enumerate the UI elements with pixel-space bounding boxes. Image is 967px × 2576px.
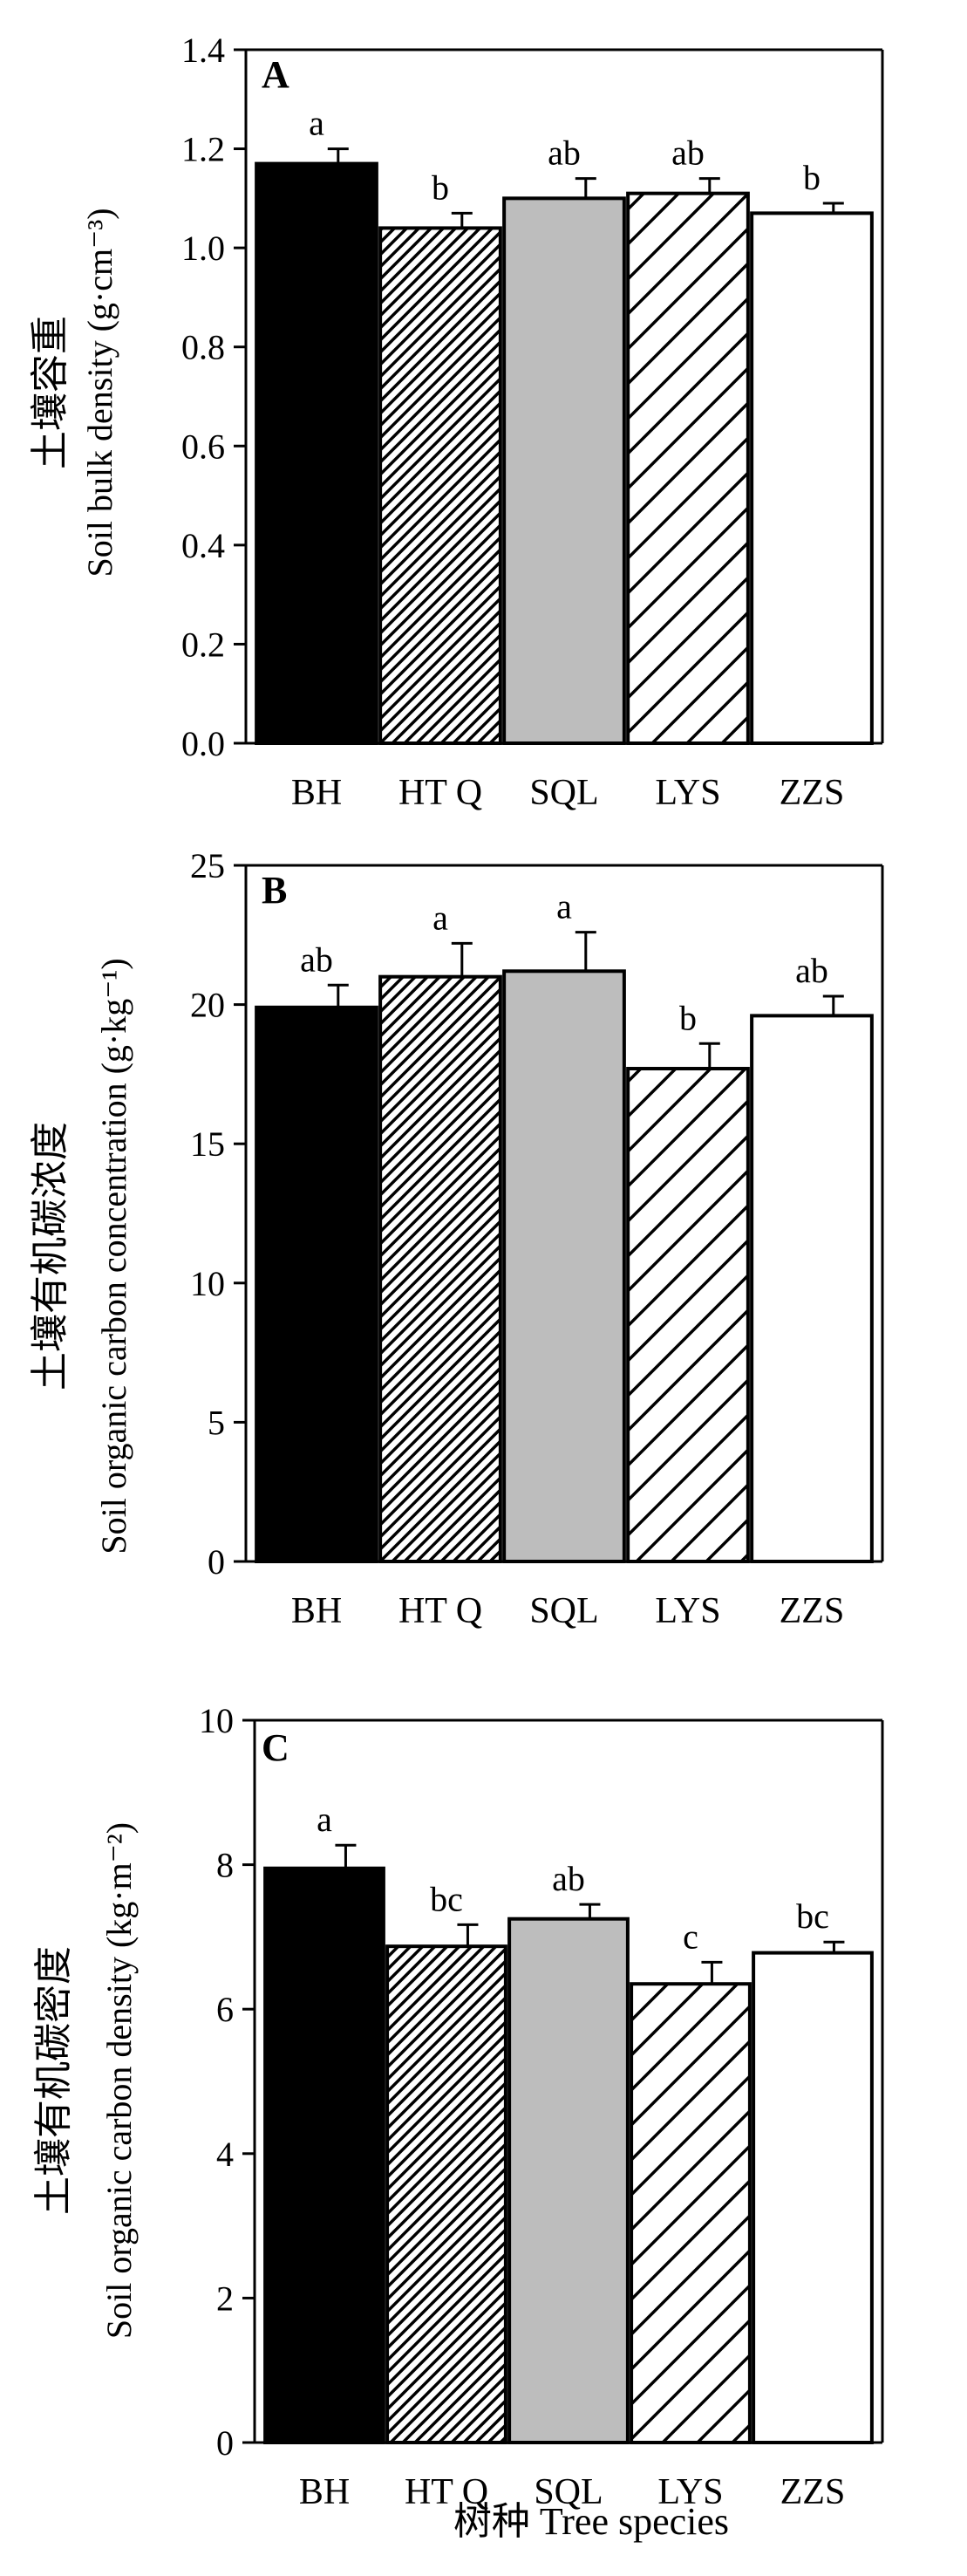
panel-a-ytick-label: 1.0	[181, 229, 225, 268]
panel-b-sig-htq: a	[432, 898, 448, 937]
panel-c-sig-zzs: bc	[796, 1896, 829, 1936]
panel-c-sig-lys: c	[683, 1917, 698, 1956]
panel-a-xlabel-zzs: ZZS	[780, 773, 845, 813]
panel-b-sig-sql: a	[556, 887, 572, 926]
panel-b-ytick-label: 5	[208, 1403, 225, 1442]
panel-c-ytick-label: 6	[216, 1990, 234, 2029]
panel-c-bar-zzs	[752, 1951, 874, 2444]
panel-c-bar-htq	[385, 1944, 507, 2445]
panel-a: 0.0 0.2 0.4 0.6 0.8 1.0 1.2 1.4 BH HT Q SQL LYS ZZS…	[29, 31, 884, 813]
panel-a-bar-bh	[255, 161, 378, 746]
panel-c-yticks: 0 2 4 6 8 10	[199, 1701, 255, 2463]
panel-a-xlabel-htq: HT Q	[398, 773, 482, 813]
panel-c-bars	[263, 1866, 874, 2445]
panel-c-ytick-label: 0	[216, 2423, 234, 2463]
panel-b-xlabel-sql: SQL	[529, 1591, 598, 1631]
panel-c-ytick-label: 10	[199, 1701, 234, 1740]
panel-a-ytick-label: 0.0	[181, 724, 225, 763]
panel-c-xlabels: BH HT Q SQL LYS ZZS	[299, 2472, 846, 2512]
panel-b-xlabel-bh: BH	[291, 1591, 342, 1631]
panel-b-bar-bh	[255, 1005, 378, 1563]
panel-a-xlabel-sql: SQL	[529, 773, 598, 813]
panel-b-ytick-label: 25	[190, 846, 225, 885]
panel-a-bar-zzs	[750, 211, 874, 745]
panel-b-yticks: 0 5 10 15 20 25	[190, 846, 246, 1582]
panel-a-xlabel-lys: LYS	[655, 773, 720, 813]
panel-b-sig-bh: ab	[300, 940, 333, 979]
panel-c-xlabel-lys: LYS	[657, 2472, 723, 2512]
panel-a-frame	[244, 48, 884, 745]
panel-a-bars	[255, 161, 874, 746]
panel-b-sig-lys: b	[679, 998, 697, 1037]
panel-a-sig-htq: b	[432, 167, 449, 207]
panel-b-bar-htq	[378, 974, 502, 1564]
panel-c-ylabel-en: Soil organic carbon density (kg·m⁻²)	[99, 1822, 139, 2339]
panel-c-xlabel-bh: BH	[299, 2472, 350, 2512]
panel-c-ytick-label: 8	[216, 1846, 234, 1885]
panel-a-ytick-label: 0.4	[181, 526, 225, 565]
panel-c-errorbars	[335, 1843, 845, 1985]
panel-b-xlabel-lys: LYS	[655, 1591, 720, 1631]
panel-a-ytick-label: 1.2	[181, 130, 225, 169]
panel-b-ytick-label: 20	[190, 986, 225, 1025]
panel-b-xlabel-zzs: ZZS	[780, 1591, 845, 1631]
panel-b-ytick-label: 10	[190, 1264, 225, 1303]
panel-c-xlabel-htq: HT Q	[405, 2472, 488, 2512]
panel-c-sig-bh: a	[317, 1800, 332, 1839]
panel-a-ylabel-cn: 土壤容重	[29, 316, 72, 469]
panel-b-ytick-label: 0	[208, 1542, 225, 1582]
panel-c-bar-sql	[507, 1917, 630, 2444]
panel-b-ylabel-en: Soil organic carbon concentration (g·kg⁻…	[94, 958, 133, 1554]
panel-a-ytick-label: 0.8	[181, 328, 225, 367]
panel-b-xlabels: BH HT Q SQL LYS ZZS	[291, 1591, 845, 1631]
panel-a-bar-sql	[502, 196, 626, 746]
panel-b-ylabel-cn: 土壤有机碳浓度	[29, 1122, 72, 1390]
panel-c-ylabel-cn: 土壤有机碳密度	[32, 1946, 75, 2215]
panel-b-bar-sql	[502, 969, 626, 1563]
panel-c-bar-lys	[630, 1982, 752, 2444]
panel-a-bar-htq	[378, 226, 502, 745]
panel-c-sig-sql: ab	[552, 1859, 585, 1898]
panel-c-xlabel-sql: SQL	[534, 2472, 603, 2512]
panel-a-sig-zzs: b	[803, 158, 821, 197]
panel-b-frame	[244, 864, 884, 1563]
panel-c-ytick-label: 2	[216, 2279, 234, 2318]
panel-b-errorbars	[327, 931, 844, 1069]
panel-a-yticks: 0.0 0.2 0.4 0.6 0.8 1.0 1.2 1.4	[181, 31, 246, 763]
panel-b-label: B	[262, 869, 287, 912]
panel-a-ytick-label: 0.6	[181, 427, 225, 466]
panel-b-ytick-label: 15	[190, 1124, 225, 1164]
panel-a-label: A	[262, 53, 289, 96]
panel-a-ylabel-en: Soil bulk density (g·cm⁻³)	[80, 208, 119, 577]
panel-c-frame	[253, 1718, 884, 2444]
panel-a-bar-lys	[626, 191, 750, 745]
panel-a-sig-bh: a	[309, 104, 324, 143]
panel-b-sig-zzs: ab	[795, 951, 828, 990]
panel-b-bar-lys	[626, 1067, 750, 1563]
panel-a-sig-lys: ab	[671, 133, 705, 173]
panel-b-bars	[255, 969, 874, 1564]
panel-c-label: C	[262, 1726, 289, 1769]
panel-a-xlabel-bh: BH	[291, 773, 342, 813]
panel-c-sig-htq: bc	[430, 1879, 463, 1918]
panel-c-ytick-label: 4	[216, 2135, 234, 2174]
panel-a-sig-sql: ab	[548, 133, 581, 173]
panel-c-xlabel-zzs: ZZS	[780, 2472, 846, 2512]
figure-xlabel: 树种 Tree species	[453, 2500, 729, 2543]
panel-a-errorbars	[327, 147, 844, 229]
panel-a-ytick-label: 0.2	[181, 625, 225, 664]
panel-c-bar-bh	[263, 1866, 385, 2444]
panel-b-xlabel-htq: HT Q	[398, 1591, 482, 1631]
panel-a-xlabels: BH HT Q SQL LYS ZZS	[291, 773, 845, 813]
panel-b-bar-zzs	[750, 1014, 874, 1564]
panel-a-ytick-label: 1.4	[181, 31, 225, 70]
